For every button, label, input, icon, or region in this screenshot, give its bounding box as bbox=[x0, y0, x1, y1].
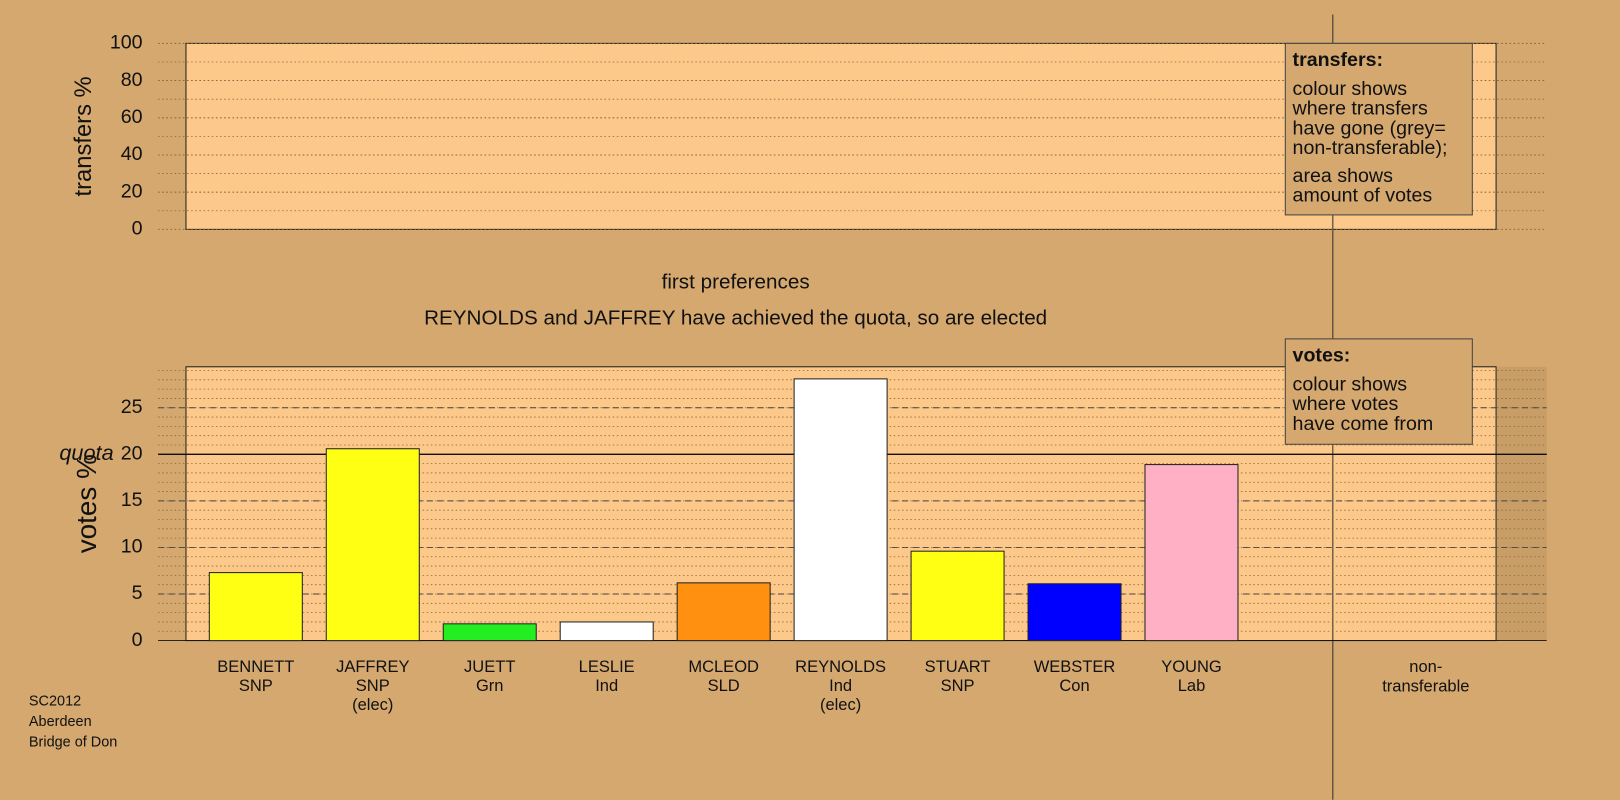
bar bbox=[208, 572, 303, 642]
bar bbox=[325, 448, 420, 642]
x-tick-label: JUETT bbox=[464, 657, 515, 676]
bar bbox=[676, 582, 771, 642]
legend-text: where transfers bbox=[1292, 98, 1428, 120]
bar bbox=[910, 550, 1005, 642]
x-tick-label: SNP bbox=[941, 676, 975, 695]
y-axis-label: votes % bbox=[71, 454, 102, 553]
y-tick-label: 25 bbox=[121, 396, 143, 418]
chart-title: first preferences bbox=[662, 271, 810, 294]
x-tick-label: JAFFREY bbox=[336, 657, 409, 676]
x-tick-label: REYNOLDS bbox=[795, 657, 886, 676]
bar bbox=[442, 623, 537, 642]
legend-text: where votes bbox=[1292, 393, 1399, 415]
x-tick-label: SNP bbox=[356, 676, 390, 695]
legend-box bbox=[1284, 338, 1473, 445]
x-tick-label: WEBSTER bbox=[1034, 657, 1116, 676]
x-tick-label: LESLIE bbox=[579, 657, 635, 676]
x-tick-label: BENNETT bbox=[217, 657, 294, 676]
x-tick-label: Ind bbox=[829, 676, 852, 695]
quota-label: quota bbox=[59, 440, 113, 465]
right-shade bbox=[1497, 366, 1547, 641]
legend-title: transfers: bbox=[1293, 49, 1384, 71]
bar bbox=[1144, 464, 1239, 642]
legend-text: non-transferable); bbox=[1293, 137, 1448, 159]
x-tick-label: STUART bbox=[925, 657, 991, 676]
x-tick-label: non- bbox=[1409, 657, 1442, 676]
x-tick-label: (elec) bbox=[820, 695, 861, 714]
y-tick-label: 60 bbox=[121, 106, 143, 128]
bar bbox=[1027, 583, 1122, 642]
x-tick-label: MCLEOD bbox=[688, 657, 759, 676]
x-tick-label: SNP bbox=[239, 676, 273, 695]
x-tick-label: Grn bbox=[476, 676, 504, 695]
x-tick-label: Ind bbox=[595, 676, 618, 695]
y-tick-label: 0 bbox=[132, 218, 143, 240]
footer-text: Bridge of Don bbox=[29, 735, 117, 751]
y-tick-label: 0 bbox=[132, 629, 143, 651]
y-tick-label: 20 bbox=[121, 443, 143, 465]
legend-text: have gone (grey= bbox=[1293, 117, 1446, 139]
footer-text: SC2012 bbox=[29, 693, 81, 709]
y-tick-label: 100 bbox=[110, 32, 143, 54]
x-tick-label: (elec) bbox=[352, 695, 393, 714]
x-tick-label: Lab bbox=[1178, 676, 1206, 695]
x-tick-label: SLD bbox=[708, 676, 740, 695]
y-tick-label: 5 bbox=[132, 582, 143, 604]
footer-text: Aberdeen bbox=[29, 714, 92, 730]
y-tick-label: 40 bbox=[121, 143, 143, 165]
bar bbox=[793, 378, 888, 642]
legend-text: area shows bbox=[1293, 165, 1394, 187]
y-tick-label: 10 bbox=[121, 536, 143, 558]
legend-text: amount of votes bbox=[1293, 184, 1433, 206]
legend-box bbox=[1284, 42, 1473, 216]
x-tick-label: YOUNG bbox=[1161, 657, 1222, 676]
y-tick-label: 15 bbox=[121, 489, 143, 511]
legend-text: colour shows bbox=[1293, 78, 1408, 100]
x-tick-label: transferable bbox=[1382, 676, 1469, 695]
y-tick-label: 20 bbox=[121, 180, 143, 202]
y-tick-label: 80 bbox=[121, 69, 143, 91]
y-axis-label: transfers % bbox=[70, 76, 97, 196]
legend-title: votes: bbox=[1293, 345, 1351, 367]
x-tick-label: Con bbox=[1059, 676, 1089, 695]
chart-subtitle: REYNOLDS and JAFFREY have achieved the q… bbox=[424, 307, 1047, 330]
legend-text: have come from bbox=[1293, 413, 1434, 435]
bar bbox=[559, 621, 654, 642]
legend-text: colour shows bbox=[1293, 374, 1408, 396]
